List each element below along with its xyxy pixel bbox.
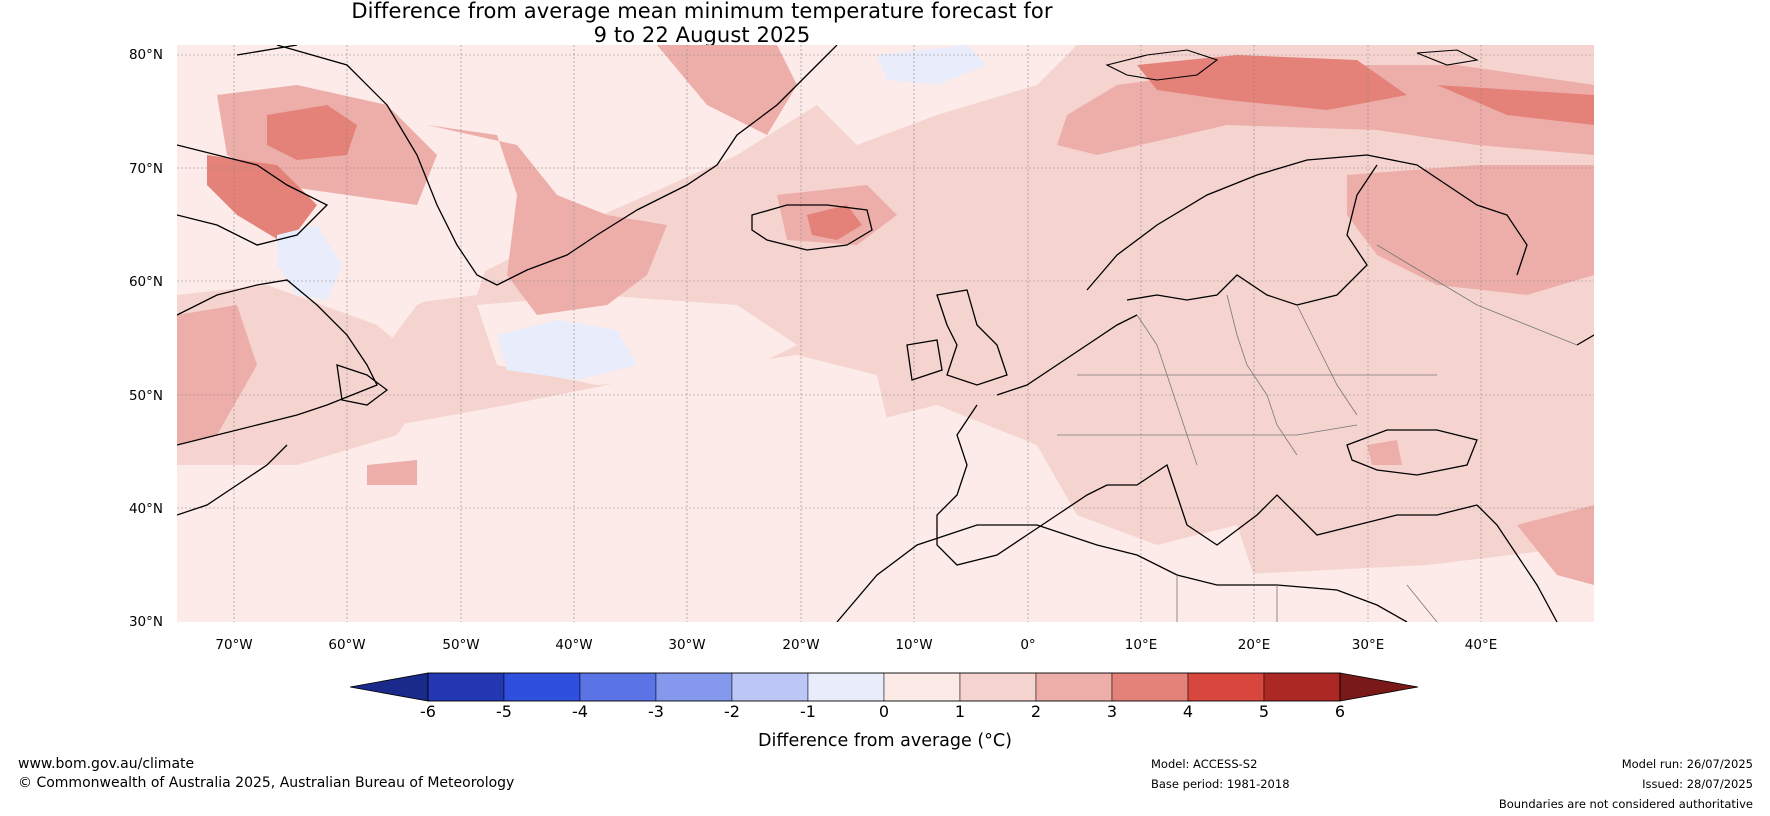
disclaimer-text: Boundaries are not considered authoritat…	[1498, 797, 1753, 811]
colorbar-segment	[427, 672, 505, 702]
colorbar-segment	[1035, 672, 1113, 702]
colorbar	[350, 672, 1419, 702]
colorbar-arrow-low	[350, 672, 429, 702]
lon-label-30w: 30°W	[668, 637, 706, 653]
lon-label-60w: 60°W	[328, 637, 366, 653]
lat-label-80n: 80°N	[128, 47, 163, 63]
lat-label-60n: 60°N	[128, 274, 163, 290]
lon-label-30e: 30°E	[1351, 637, 1385, 653]
lat-label-50n: 50°N	[128, 388, 163, 404]
colorbar-tick-label: 1	[954, 702, 966, 721]
lon-label-10e: 10°E	[1124, 637, 1158, 653]
colorbar-tick-label: 0	[878, 702, 890, 721]
lon-label-40e: 40°E	[1464, 637, 1498, 653]
colorbar-tick-label: 5	[1258, 702, 1270, 721]
title-line-2: 9 to 22 August 2025	[593, 23, 811, 47]
lon-label-40w: 40°W	[555, 637, 593, 653]
colorbar-segment	[503, 672, 581, 702]
colorbar-tick-label: 4	[1182, 702, 1194, 721]
lon-label-50w: 50°W	[442, 637, 480, 653]
colorbar-segment	[731, 672, 809, 702]
title-line-1: Difference from average mean minimum tem…	[351, 0, 1053, 23]
lon-label-20e: 20°E	[1237, 637, 1271, 653]
model-text: Model: ACCESS-S2	[1151, 757, 1258, 771]
lon-label-20w: 20°W	[782, 637, 820, 653]
copyright-text: © Commonwealth of Australia 2025, Austra…	[18, 775, 515, 791]
colorbar-tick-label: -2	[724, 702, 740, 721]
colorbar-tick-label: -1	[800, 702, 816, 721]
forecast-map	[177, 45, 1594, 622]
colorbar-segment	[1187, 672, 1265, 702]
lat-label-40n: 40°N	[128, 501, 163, 517]
colorbar-segment	[1111, 672, 1189, 702]
lon-label-70w: 70°W	[215, 637, 253, 653]
colorbar-tick-label: -5	[496, 702, 512, 721]
issued-text: Issued: 28/07/2025	[1642, 777, 1753, 791]
lat-label-70n: 70°N	[128, 161, 163, 177]
colorbar-segment	[655, 672, 733, 702]
lon-label-0: 0°	[1020, 637, 1036, 653]
colorbar-tick-label: 3	[1106, 702, 1118, 721]
website-text: www.bom.gov.au/climate	[18, 756, 195, 772]
map-title: Difference from average mean minimum tem…	[0, 0, 1404, 47]
colorbar-tick-label: -3	[648, 702, 664, 721]
colorbar-segment	[1263, 672, 1341, 702]
lat-label-30n: 30°N	[128, 614, 163, 630]
map-shading	[177, 45, 1594, 622]
colorbar-tick-label: 6	[1334, 702, 1346, 721]
lon-label-10w: 10°W	[895, 637, 933, 653]
base-period-text: Base period: 1981-2018	[1151, 777, 1290, 791]
colorbar-tick-label: -6	[420, 702, 436, 721]
colorbar-tick-label: 2	[1030, 702, 1042, 721]
colorbar-segment	[959, 672, 1037, 702]
colorbar-tick-label: -4	[572, 702, 588, 721]
colorbar-segment	[579, 672, 657, 702]
model-run-text: Model run: 26/07/2025	[1621, 757, 1753, 771]
colorbar-arrow-high	[1339, 672, 1419, 702]
colorbar-segment	[883, 672, 961, 702]
colorbar-segment	[807, 672, 885, 702]
colorbar-title: Difference from average (°C)	[758, 731, 1012, 751]
